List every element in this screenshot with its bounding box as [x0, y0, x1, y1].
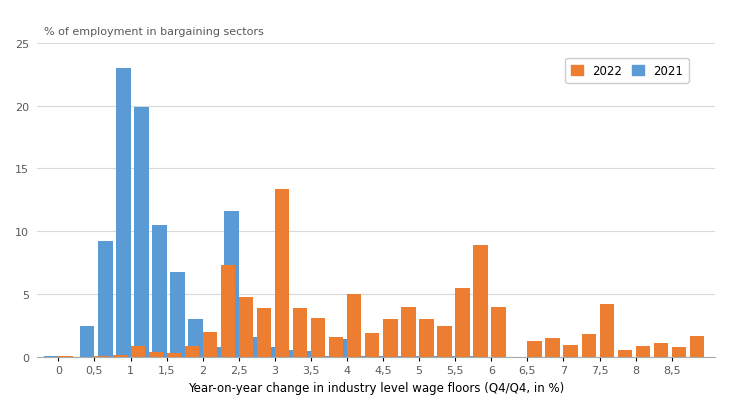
Bar: [116, 69, 131, 357]
Bar: [423, 356, 437, 357]
Legend: 2022, 2021: 2022, 2021: [565, 59, 688, 83]
Bar: [149, 352, 163, 357]
Bar: [131, 346, 145, 357]
Bar: [315, 356, 329, 357]
Bar: [153, 225, 166, 357]
Bar: [207, 347, 220, 357]
Bar: [203, 332, 217, 357]
Bar: [365, 333, 380, 357]
Bar: [275, 189, 289, 357]
Bar: [404, 356, 419, 357]
Bar: [383, 319, 398, 357]
Bar: [491, 307, 506, 357]
Bar: [166, 353, 181, 357]
Bar: [185, 346, 199, 357]
Bar: [636, 346, 650, 357]
Bar: [402, 307, 415, 357]
Bar: [188, 319, 203, 357]
Bar: [112, 355, 127, 357]
Bar: [456, 288, 469, 357]
Bar: [170, 272, 185, 357]
Bar: [564, 345, 578, 357]
Bar: [242, 337, 257, 357]
Bar: [311, 318, 326, 357]
Bar: [369, 356, 383, 357]
Bar: [473, 245, 488, 357]
Bar: [224, 212, 239, 357]
Bar: [261, 347, 275, 357]
Bar: [293, 308, 307, 357]
Bar: [387, 356, 402, 357]
Bar: [58, 356, 73, 357]
Bar: [333, 339, 347, 357]
Bar: [134, 108, 149, 357]
Bar: [296, 351, 311, 357]
Bar: [437, 326, 452, 357]
Bar: [220, 265, 235, 357]
Bar: [80, 326, 94, 357]
Bar: [527, 341, 542, 357]
Text: % of employment in bargaining sectors: % of employment in bargaining sectors: [44, 27, 264, 37]
Bar: [44, 356, 58, 357]
Bar: [441, 356, 456, 357]
Bar: [690, 336, 704, 357]
Bar: [618, 350, 632, 357]
Bar: [599, 305, 614, 357]
Bar: [582, 335, 596, 357]
Bar: [329, 337, 343, 357]
Bar: [419, 319, 434, 357]
Bar: [98, 242, 112, 357]
Bar: [545, 338, 560, 357]
Bar: [347, 294, 361, 357]
Bar: [459, 356, 473, 357]
Bar: [350, 356, 365, 357]
Bar: [672, 347, 686, 357]
Bar: [653, 344, 668, 357]
X-axis label: Year-on-year change in industry level wage floors (Q4/Q4, in %): Year-on-year change in industry level wa…: [188, 381, 564, 394]
Bar: [257, 308, 272, 357]
Bar: [94, 356, 109, 357]
Bar: [239, 297, 253, 357]
Bar: [278, 350, 293, 357]
